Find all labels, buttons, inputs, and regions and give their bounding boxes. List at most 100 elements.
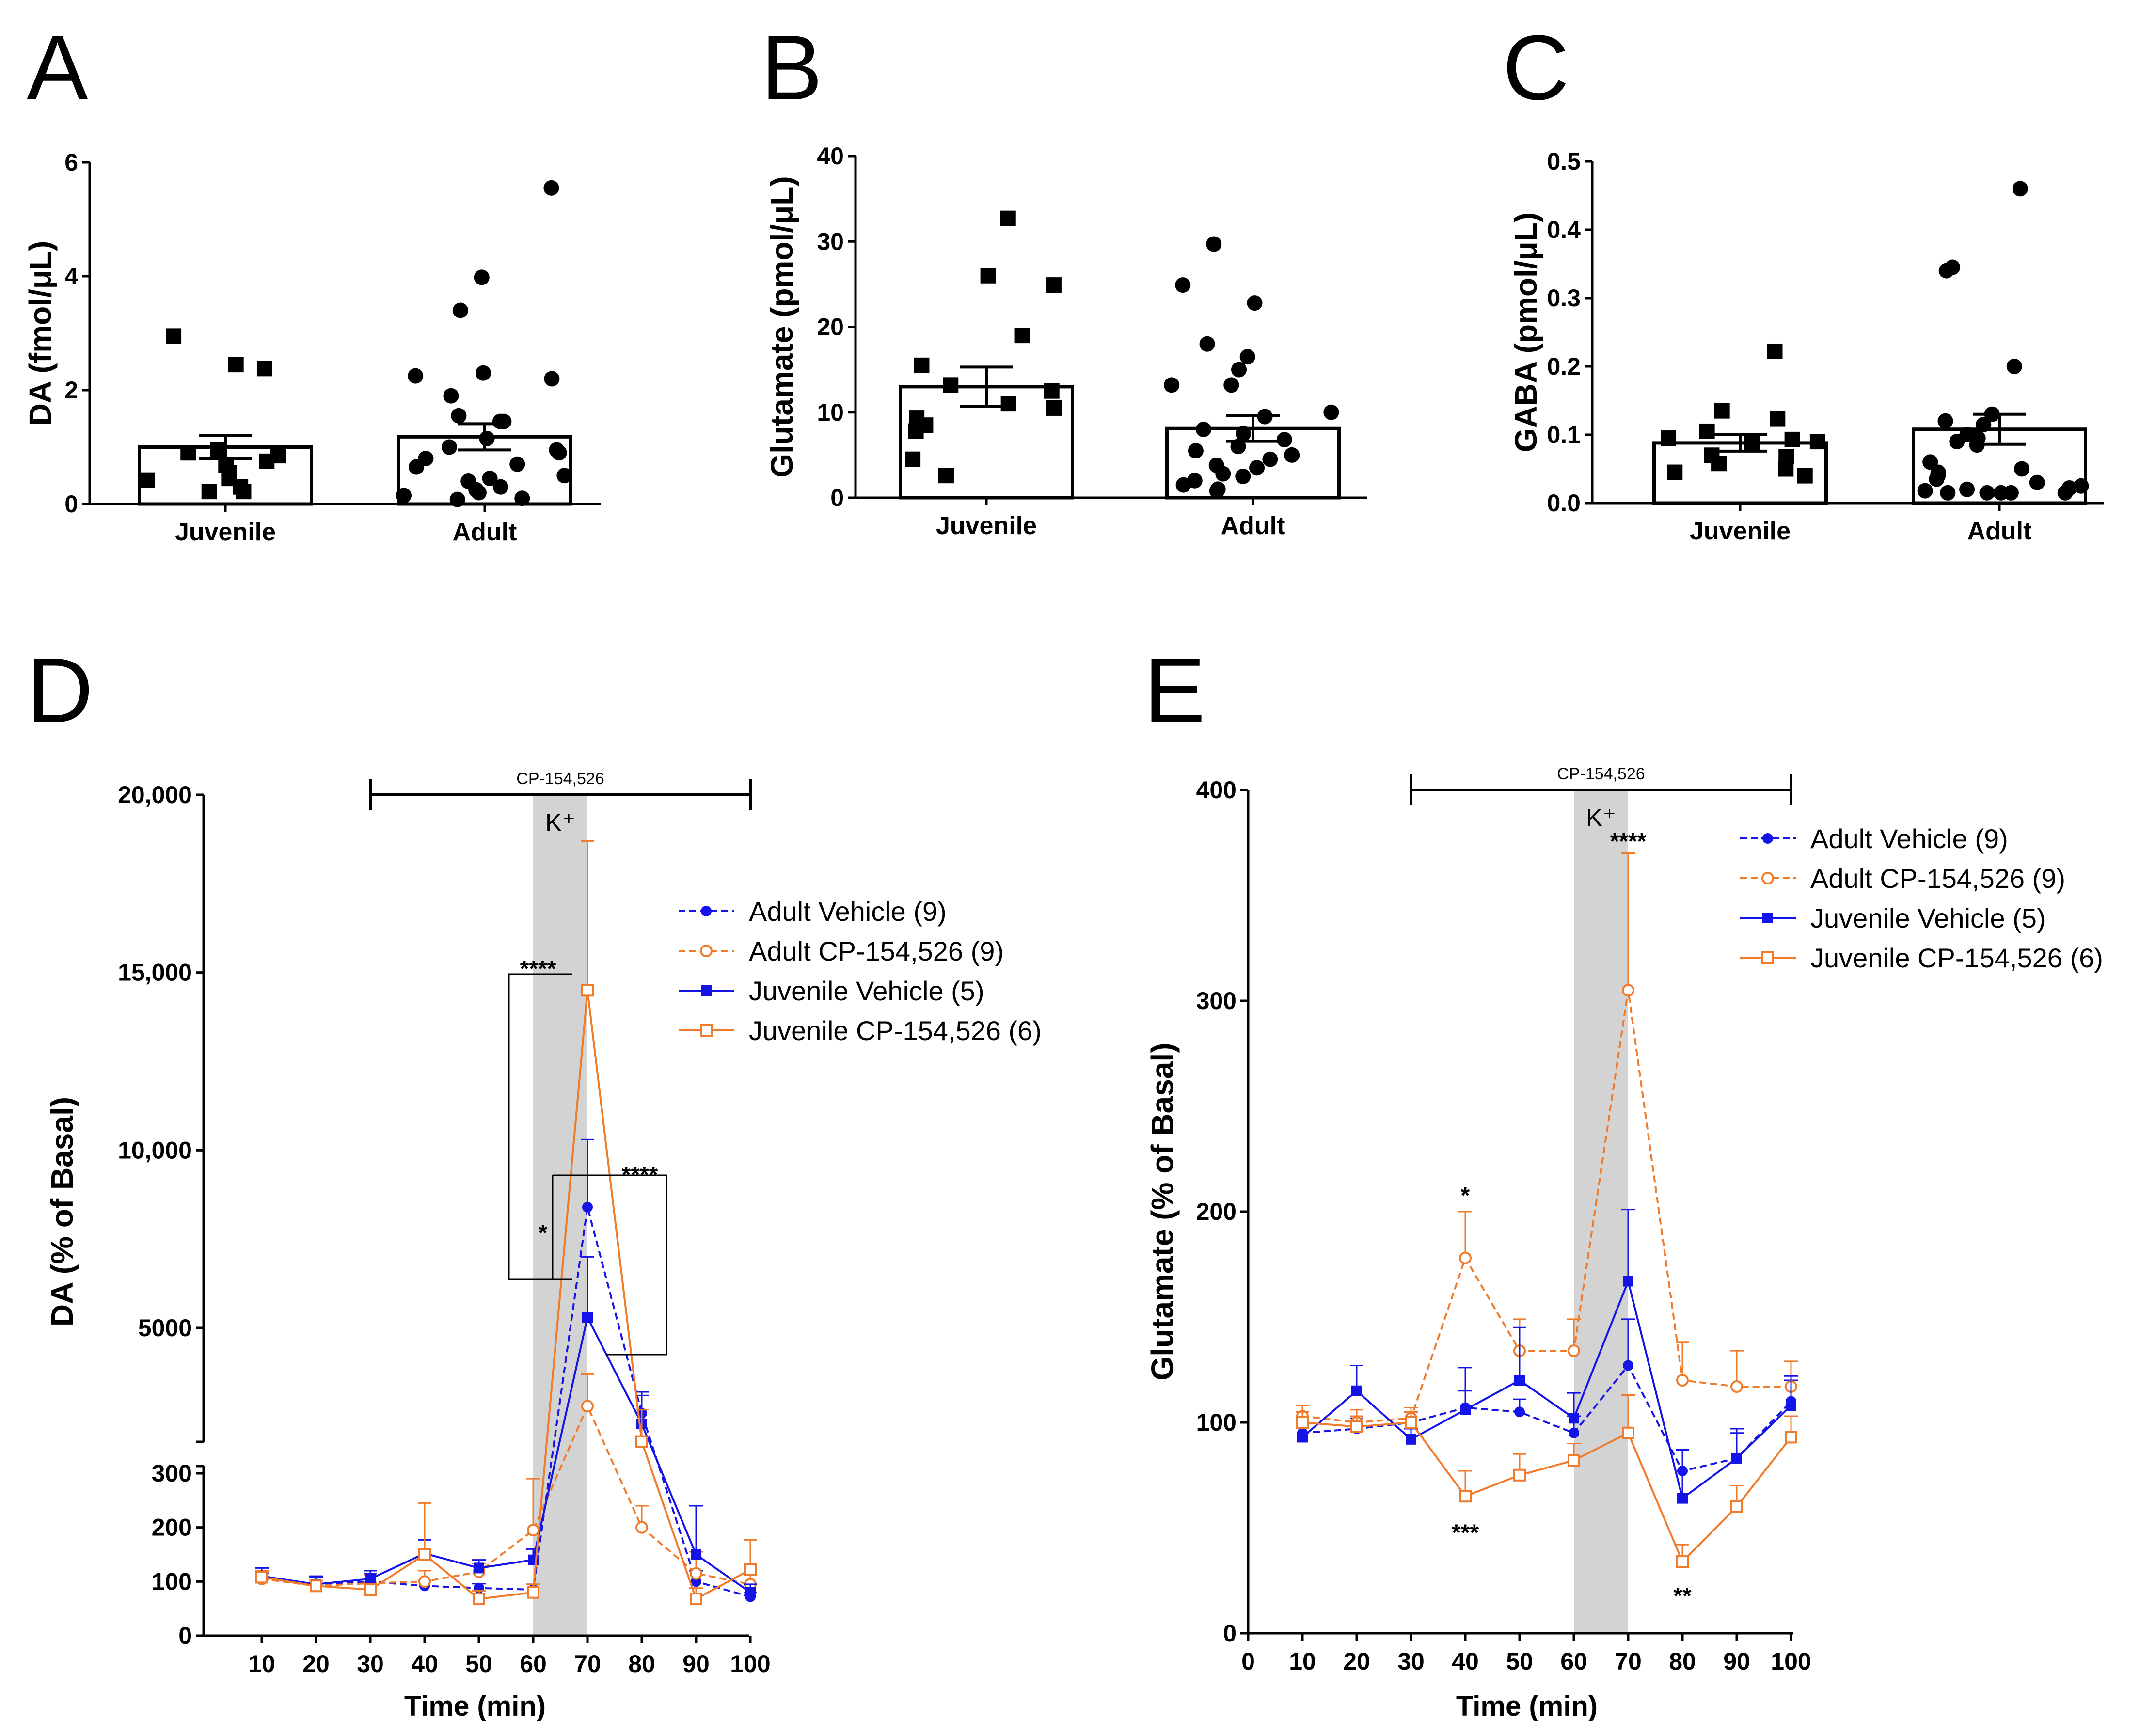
data-point [1175, 477, 1191, 493]
data-point [1714, 403, 1730, 419]
series-marker [1786, 1400, 1796, 1411]
series-marker [1785, 1431, 1797, 1444]
data-point [1937, 413, 1953, 429]
data-point [2014, 461, 2030, 477]
significance-stars: * [539, 1220, 548, 1246]
data-point [180, 445, 196, 461]
data-point [1979, 485, 1995, 501]
data-point [396, 488, 412, 504]
data-point [1215, 466, 1231, 482]
x-tick-label: 20 [302, 1650, 330, 1677]
data-point [492, 413, 508, 429]
x-tick-label: 100 [1771, 1648, 1811, 1675]
y-tick-label: 15,000 [118, 959, 192, 986]
series-marker [581, 1400, 594, 1413]
x-tick-label: 0 [1241, 1648, 1255, 1675]
category-label: Adult [1967, 517, 2032, 545]
series-line [1302, 1421, 1792, 1563]
series-marker [1730, 1500, 1743, 1513]
data-point [1767, 343, 1783, 359]
legend-swatch-marker [701, 906, 712, 916]
data-point [1262, 451, 1278, 467]
series-marker [581, 984, 594, 997]
panel-e-chart: K⁺ 0 100 200 300 400 0 10 20 30 40 50 60 70 80 90 100 Tim… [1145, 765, 2103, 1722]
data-point [1236, 426, 1252, 442]
series-marker [582, 1201, 593, 1213]
significance-bracket [553, 1174, 667, 1356]
data-point [1276, 432, 1292, 448]
x-tick-label: 90 [682, 1650, 710, 1677]
series-marker [1405, 1416, 1417, 1429]
legend-swatch-marker [701, 985, 712, 996]
category-label: Juvenile [936, 512, 1037, 540]
data-point [908, 423, 924, 439]
data-point [1195, 422, 1211, 437]
data-point [1206, 236, 1222, 252]
series-marker [1460, 1404, 1471, 1415]
data-point [1699, 423, 1715, 439]
data-point [1929, 471, 1945, 487]
data-point [474, 269, 490, 285]
data-point [2073, 478, 2089, 494]
data-point [551, 445, 567, 461]
y-tick-label: 200 [152, 1514, 192, 1541]
series-marker [691, 1549, 701, 1560]
panel-d-chart: K⁺ 0 100 200 300 5000 10,000 15,000 20,000 10 20 30… [45, 770, 1042, 1722]
data-point [905, 451, 921, 467]
x-tick-label: 90 [1723, 1648, 1750, 1675]
x-tick-label: 50 [465, 1650, 492, 1677]
x-tick-label: 100 [730, 1650, 770, 1677]
category-label: Adult [1221, 512, 1285, 540]
data-point [1667, 464, 1683, 480]
data-point [2029, 474, 2045, 490]
x-axis-title: Time (min) [404, 1690, 546, 1722]
series-marker [744, 1563, 757, 1576]
series-marker [1569, 1427, 1579, 1438]
k-plus-shade [1574, 790, 1628, 1633]
legend-entry: Juvenile CP-154,526 (6) [749, 1015, 1042, 1046]
category-label: Adult [453, 518, 517, 546]
data-point [938, 468, 954, 484]
significance-stars: * [1461, 1183, 1470, 1209]
data-point [256, 361, 272, 377]
series-line [261, 1314, 751, 1594]
significance-stars: **** [622, 1162, 658, 1188]
series-marker [1513, 1468, 1526, 1482]
data-point [1175, 277, 1191, 293]
data-point [1249, 460, 1265, 476]
data-point [1046, 277, 1062, 293]
legend-entry: Juvenile CP-154,526 (6) [1810, 943, 2103, 973]
data-point [1993, 485, 2009, 501]
data-point [228, 357, 244, 373]
data-point [1917, 483, 1933, 499]
data-point [449, 491, 465, 507]
series-marker [1676, 1555, 1689, 1568]
x-tick-label: 10 [1289, 1648, 1316, 1675]
series-marker [418, 1575, 431, 1588]
legend-swatch-marker [700, 945, 713, 957]
x-tick-label: 50 [1506, 1648, 1533, 1675]
legend-swatch-marker [1762, 833, 1773, 844]
data-point [1000, 396, 1016, 412]
y-tick-label: 0.1 [1547, 421, 1581, 448]
series-marker [1676, 1374, 1689, 1387]
panel-letter-d: D [27, 639, 93, 742]
y-tick-label: 6 [64, 149, 78, 176]
data-point [1770, 411, 1786, 427]
y-tick-label: 300 [152, 1460, 192, 1487]
y-tick-label: 400 [1196, 776, 1237, 804]
data-point [943, 377, 959, 393]
x-axis-title: Time (min) [1456, 1690, 1598, 1722]
data-point [2057, 485, 2073, 501]
legend-entry: Adult CP-154,526 (9) [1810, 863, 2065, 894]
y-tick-label: 4 [64, 263, 78, 290]
series-marker [310, 1579, 322, 1593]
x-tick-label: 30 [1397, 1648, 1425, 1675]
x-tick-label: 60 [520, 1650, 547, 1677]
y-tick-label: 5000 [138, 1314, 192, 1341]
data-point [1199, 336, 1215, 352]
series-marker [1514, 1375, 1525, 1386]
y-axis-title: Glutamate (% of Basal) [1145, 1042, 1180, 1380]
data-point [1323, 404, 1339, 420]
